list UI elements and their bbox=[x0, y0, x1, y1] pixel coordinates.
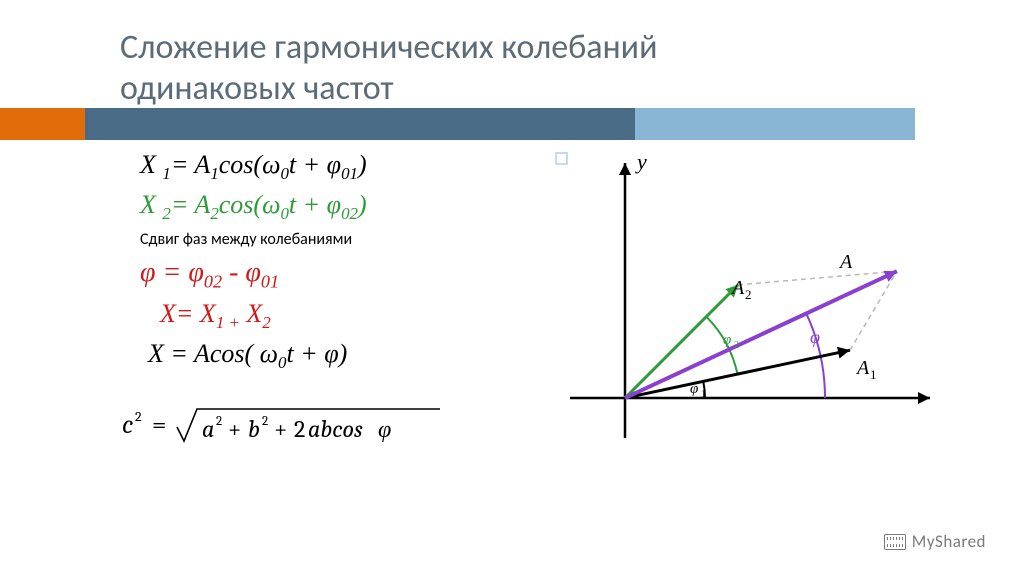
svg-text:φ: φ bbox=[723, 332, 731, 348]
svg-text:2: 2 bbox=[745, 287, 752, 302]
equations-block: X 1= A1cos(ω0t + φ01) X 2= A2cos(ω0t + φ… bbox=[140, 150, 580, 458]
svg-text:b: b bbox=[248, 415, 260, 443]
watermark: MyShared bbox=[884, 531, 986, 552]
svg-text:A: A bbox=[855, 357, 870, 379]
svg-text:a: a bbox=[202, 415, 214, 443]
watermark-icon bbox=[884, 534, 906, 550]
watermark-text: MyShared bbox=[912, 531, 986, 552]
accent-bar bbox=[0, 108, 85, 140]
slide: Сложение гармонических колебаний одинако… bbox=[0, 0, 1024, 574]
eq-x2: X 2= A2cos(ω0t + φ02) bbox=[140, 190, 580, 224]
phase-shift-note: Сдвиг фаз между колебаниями bbox=[140, 230, 580, 249]
svg-text:φ: φ bbox=[810, 327, 820, 347]
slide-title: Сложение гармонических колебаний одинако… bbox=[120, 28, 820, 110]
svg-text:A: A bbox=[838, 251, 853, 273]
eq-x1: X 1= A1cos(ω0t + φ01) bbox=[140, 150, 580, 184]
eq-sqrt: c 2 = a 2 + b 2 + 2 abcos φ bbox=[122, 399, 580, 458]
svg-text:abcos: abcos bbox=[308, 415, 363, 443]
svg-text:2: 2 bbox=[294, 415, 305, 443]
svg-text:φ: φ bbox=[690, 381, 698, 397]
svg-text:+: + bbox=[228, 415, 241, 443]
eq-xresult: X = Acos( ω0t + φ) bbox=[140, 339, 580, 373]
svg-text:1: 1 bbox=[870, 367, 877, 382]
title-underline bbox=[85, 108, 915, 140]
svg-text:c: c bbox=[122, 410, 133, 440]
svg-text:=: = bbox=[152, 410, 166, 440]
svg-text:у: у bbox=[635, 149, 647, 174]
svg-text:A: A bbox=[730, 277, 745, 299]
svg-text:2: 2 bbox=[135, 408, 142, 425]
eq-xsum: X= X1 + X2 bbox=[140, 299, 580, 333]
phasor-diagram: уA1A2Aφφ1φ2 bbox=[560, 148, 940, 448]
svg-text:1: 1 bbox=[701, 389, 706, 400]
svg-text:2: 2 bbox=[216, 414, 222, 429]
svg-text:φ: φ bbox=[378, 415, 391, 443]
svg-text:2: 2 bbox=[262, 414, 268, 429]
eq-phi: φ = φ02 - φ01 bbox=[140, 257, 580, 293]
svg-text:2: 2 bbox=[734, 340, 739, 351]
svg-text:+: + bbox=[274, 415, 287, 443]
